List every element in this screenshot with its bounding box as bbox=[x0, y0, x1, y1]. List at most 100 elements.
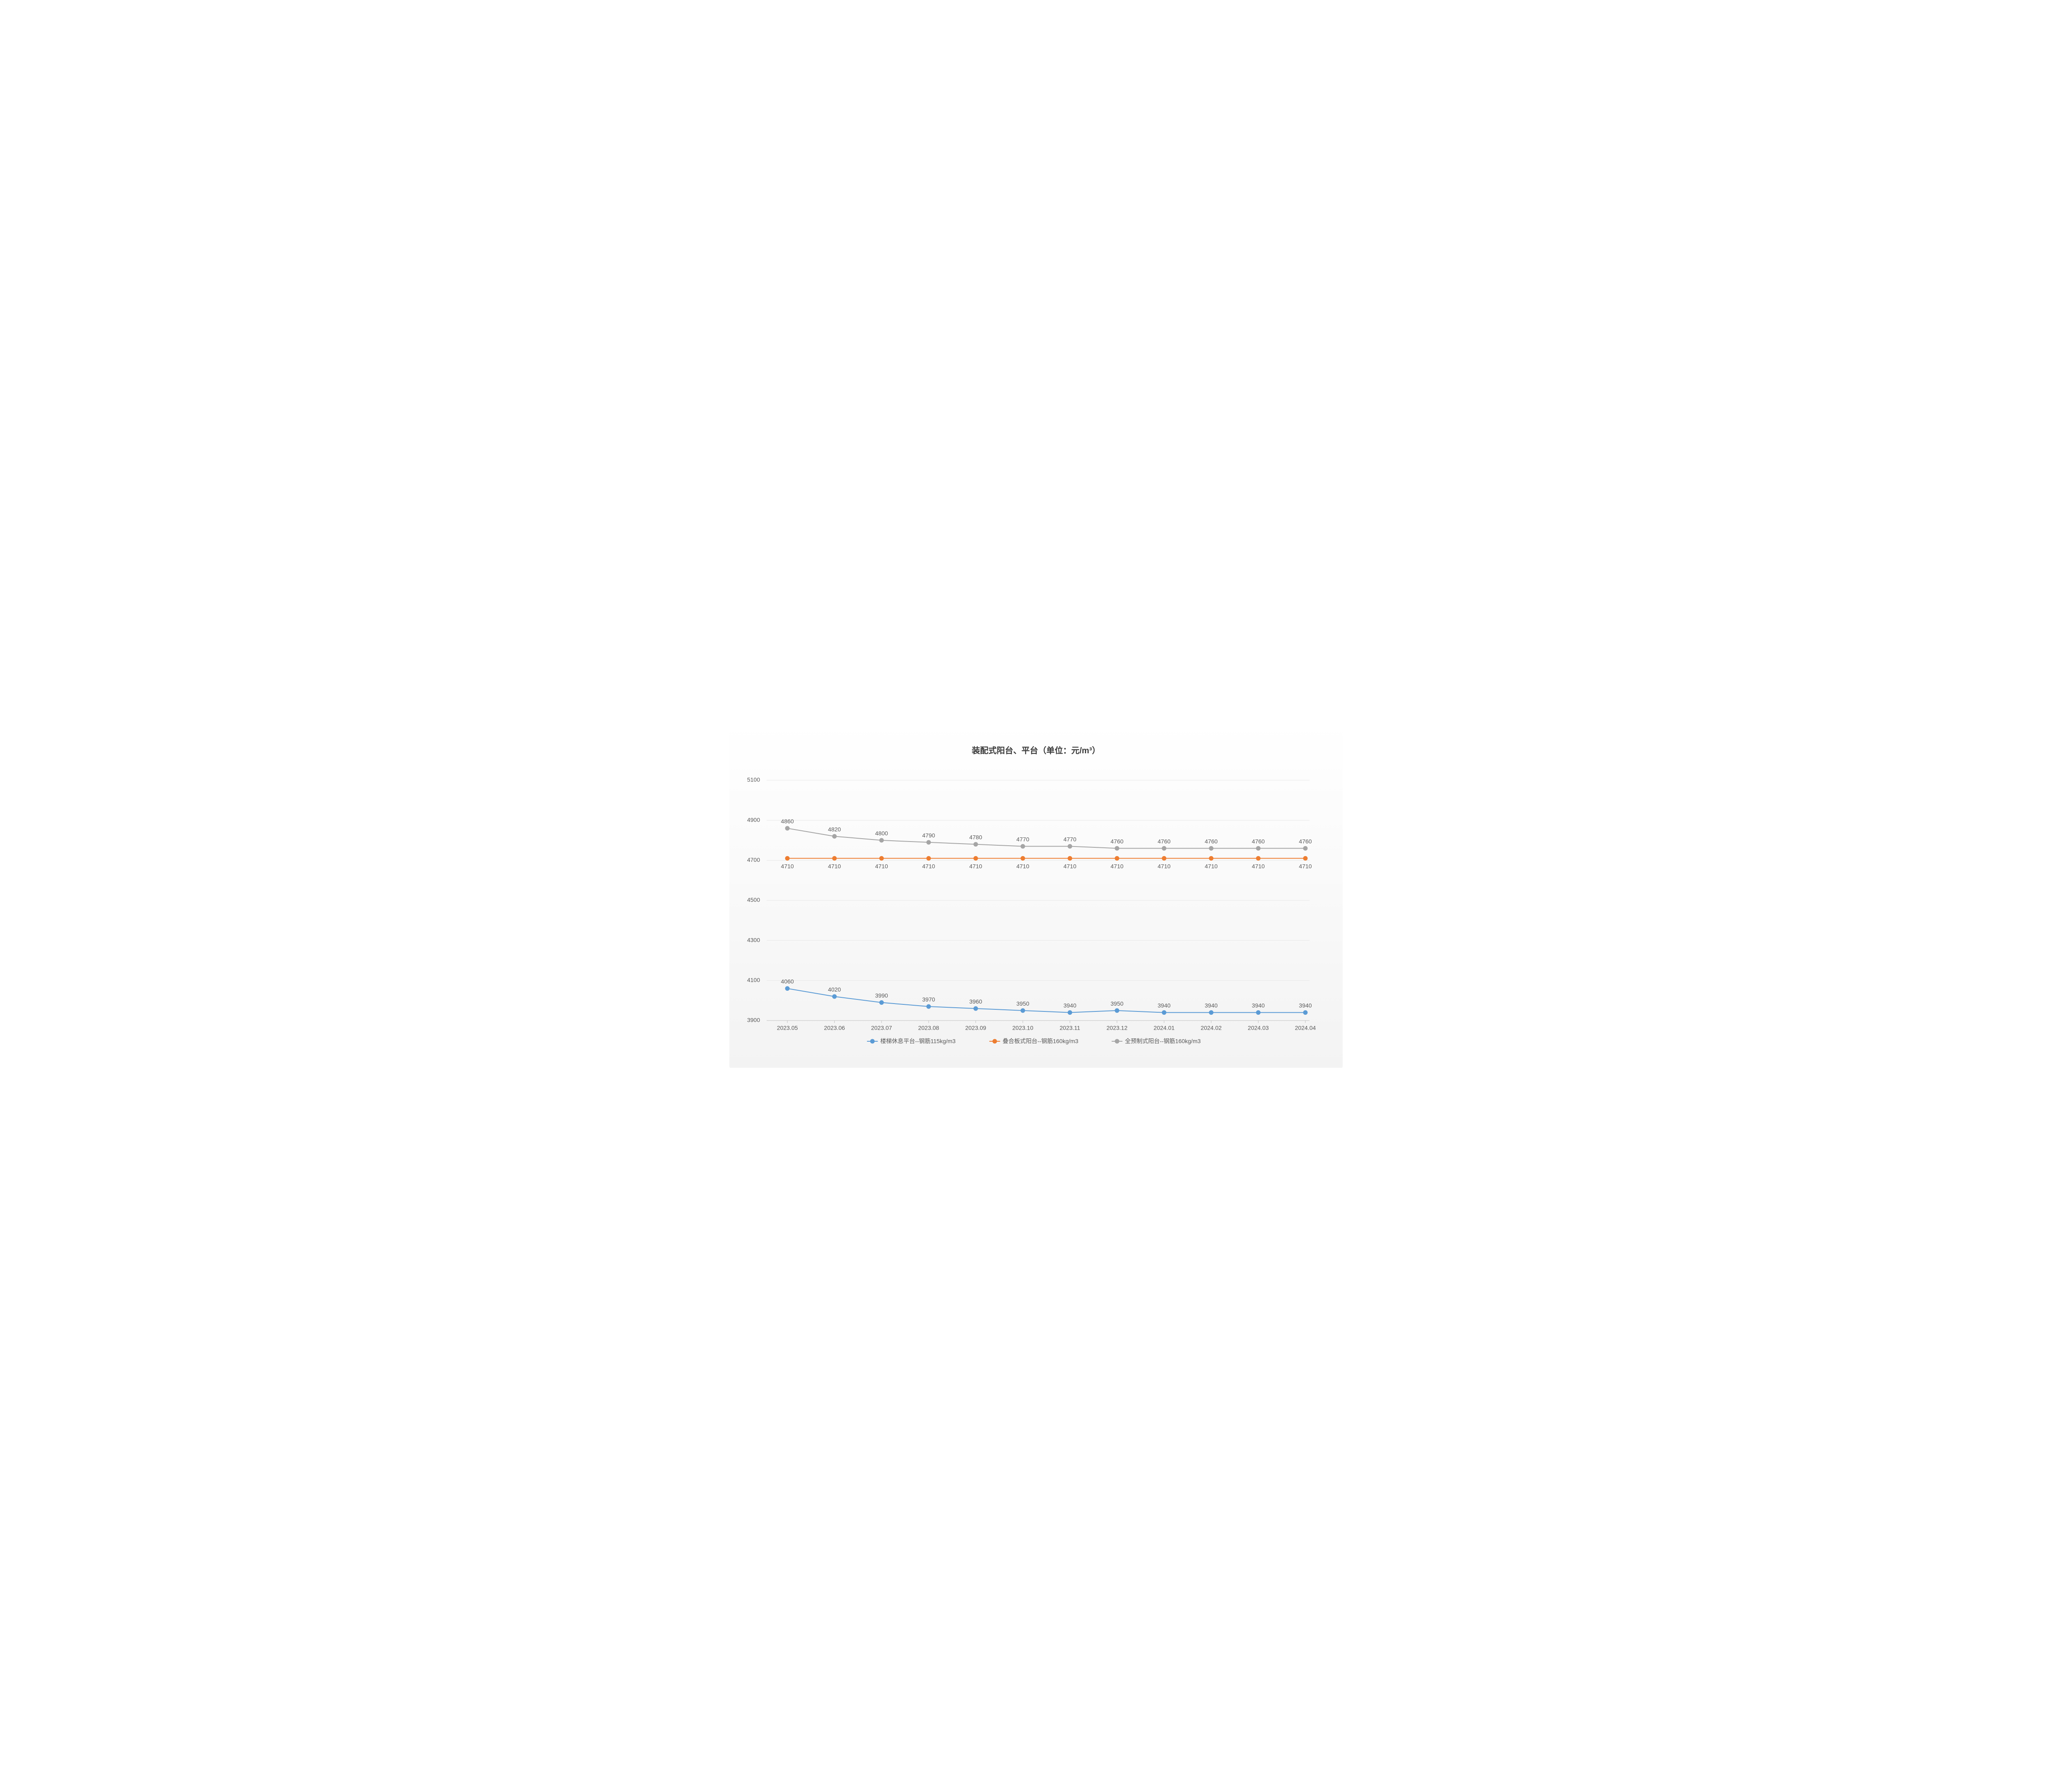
data-label: 4710 bbox=[1205, 863, 1218, 870]
data-point bbox=[786, 987, 789, 990]
data-point bbox=[927, 856, 930, 860]
data-label: 3950 bbox=[1017, 1000, 1029, 1007]
data-label: 3960 bbox=[969, 998, 982, 1005]
data-label: 3950 bbox=[1111, 1000, 1123, 1007]
legend-label: 叠合板式阳台--钢筋160kg/m3 bbox=[1002, 1038, 1078, 1045]
data-point bbox=[880, 856, 884, 860]
y-tick-label: 4500 bbox=[747, 897, 760, 903]
data-label: 4860 bbox=[781, 818, 794, 825]
data-label: 4710 bbox=[1063, 863, 1076, 870]
data-label: 4800 bbox=[875, 830, 888, 837]
data-label: 4760 bbox=[1205, 838, 1218, 844]
x-tick-label: 2023.12 bbox=[1106, 1024, 1128, 1031]
data-point bbox=[1209, 847, 1213, 850]
x-tick-label: 2023.08 bbox=[918, 1024, 939, 1031]
y-tick-label: 3900 bbox=[747, 1017, 760, 1023]
data-point bbox=[1304, 856, 1307, 860]
data-point bbox=[1209, 856, 1213, 860]
x-tick-label: 2023.10 bbox=[1012, 1024, 1034, 1031]
line-chart: 装配式阳台、平台（单位：元/m³） 3900 4100 4300 4500 4700 490… bbox=[729, 722, 1343, 1068]
data-point bbox=[1068, 1011, 1072, 1014]
data-label: 4710 bbox=[1299, 863, 1312, 870]
x-tick-label: 2023.07 bbox=[871, 1024, 892, 1031]
data-label: 4710 bbox=[828, 863, 841, 870]
data-point bbox=[927, 840, 930, 844]
x-tick-label: 2024.04 bbox=[1295, 1024, 1316, 1031]
data-label: 4770 bbox=[1017, 836, 1029, 843]
data-point bbox=[1115, 1009, 1119, 1012]
y-tick-label: 5100 bbox=[747, 776, 760, 783]
data-label: 4710 bbox=[875, 863, 888, 870]
data-point bbox=[974, 856, 978, 860]
data-point bbox=[1162, 856, 1166, 860]
data-point bbox=[1256, 847, 1260, 850]
data-label: 4780 bbox=[969, 834, 982, 841]
data-point bbox=[927, 1005, 930, 1009]
y-tick-label: 4300 bbox=[747, 936, 760, 943]
data-label: 4020 bbox=[828, 986, 841, 993]
data-point bbox=[880, 1001, 884, 1004]
legend-marker-icon bbox=[1115, 1040, 1119, 1043]
data-point bbox=[974, 842, 978, 846]
data-point bbox=[1209, 1011, 1213, 1014]
data-point bbox=[833, 856, 836, 860]
data-point bbox=[1021, 856, 1025, 860]
data-label: 4710 bbox=[1158, 863, 1171, 870]
chart-svg: 装配式阳台、平台（单位：元/m³） 3900 4100 4300 4500 4700 490… bbox=[729, 722, 1343, 1068]
data-label: 4760 bbox=[1299, 838, 1312, 844]
x-tick-label: 2024.03 bbox=[1248, 1024, 1269, 1031]
data-label: 3940 bbox=[1252, 1002, 1265, 1009]
legend-marker-icon bbox=[871, 1040, 874, 1043]
data-point bbox=[833, 835, 836, 838]
data-label: 4710 bbox=[922, 863, 935, 870]
legend-marker-icon bbox=[993, 1040, 997, 1043]
data-label: 4760 bbox=[1252, 838, 1265, 844]
data-label: 4060 bbox=[781, 978, 794, 985]
legend-label: 楼梯休息平台--钢筋115kg/m3 bbox=[880, 1038, 956, 1045]
data-point bbox=[880, 839, 884, 842]
data-label: 3940 bbox=[1205, 1002, 1218, 1009]
data-label: 3970 bbox=[922, 996, 935, 1003]
data-label: 4760 bbox=[1111, 838, 1123, 844]
data-label: 4710 bbox=[969, 863, 982, 870]
data-point bbox=[786, 827, 789, 830]
data-label: 4710 bbox=[781, 863, 794, 870]
data-point bbox=[1256, 856, 1260, 860]
data-point bbox=[1256, 1011, 1260, 1014]
data-label: 4790 bbox=[922, 832, 935, 839]
legend-label: 全预制式阳台--钢筋160kg/m3 bbox=[1125, 1038, 1201, 1045]
y-tick-label: 4100 bbox=[747, 977, 760, 983]
data-label: 4710 bbox=[1252, 863, 1265, 870]
data-label: 3940 bbox=[1158, 1002, 1171, 1009]
data-label: 4820 bbox=[828, 826, 841, 832]
x-tick-label: 2023.05 bbox=[777, 1024, 798, 1031]
data-point bbox=[1304, 1011, 1307, 1014]
data-point bbox=[1068, 844, 1072, 848]
data-point bbox=[833, 995, 836, 999]
data-point bbox=[1021, 844, 1025, 848]
data-label: 4710 bbox=[1111, 863, 1123, 870]
chart-title: 装配式阳台、平台（单位：元/m³） bbox=[971, 745, 1100, 755]
data-point bbox=[974, 1007, 978, 1011]
y-tick-label: 4700 bbox=[747, 856, 760, 863]
x-tick-label: 2023.11 bbox=[1060, 1024, 1080, 1031]
data-point bbox=[1115, 856, 1119, 860]
data-point bbox=[1021, 1009, 1025, 1012]
data-label: 3940 bbox=[1299, 1002, 1312, 1009]
data-point bbox=[786, 856, 789, 860]
data-point bbox=[1068, 856, 1072, 860]
data-label: 4760 bbox=[1158, 838, 1171, 844]
data-point bbox=[1304, 847, 1307, 850]
data-label: 3990 bbox=[875, 992, 888, 999]
data-point bbox=[1162, 847, 1166, 850]
data-label: 4710 bbox=[1017, 863, 1029, 870]
data-point bbox=[1115, 847, 1119, 850]
x-tick-label: 2024.02 bbox=[1201, 1024, 1222, 1031]
data-label: 3940 bbox=[1063, 1002, 1076, 1009]
x-tick-label: 2024.01 bbox=[1154, 1024, 1175, 1031]
x-tick-label: 2023.06 bbox=[824, 1024, 845, 1031]
data-point bbox=[1162, 1011, 1166, 1014]
y-tick-label: 4900 bbox=[747, 816, 760, 823]
data-label: 4770 bbox=[1063, 836, 1076, 843]
x-tick-label: 2023.09 bbox=[965, 1024, 986, 1031]
